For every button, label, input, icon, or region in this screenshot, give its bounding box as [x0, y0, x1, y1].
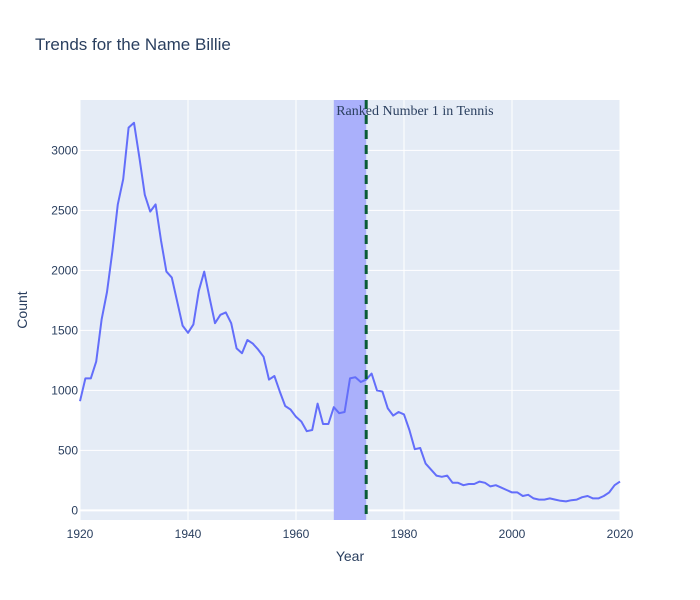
- y-axis-ticks: 0 500 1000 1500 2000 2500 3000: [51, 143, 78, 517]
- x-tick-1960: 1960: [283, 527, 310, 541]
- y-tick-3000: 3000: [51, 143, 78, 157]
- x-tick-2020: 2020: [607, 527, 634, 541]
- y-tick-2500: 2500: [51, 203, 78, 217]
- y-tick-2000: 2000: [51, 263, 78, 277]
- tennis-annotation: Ranked Number 1 in Tennis: [336, 104, 493, 119]
- x-tick-1980: 1980: [391, 527, 418, 541]
- highlight-band: [333, 100, 367, 520]
- chart-title: Trends for the Name Billie: [35, 35, 231, 54]
- x-axis-ticks: 1920 1940 1960 1980 2000 2020: [67, 527, 634, 541]
- y-tick-0: 0: [71, 503, 78, 517]
- x-tick-2000: 2000: [499, 527, 526, 541]
- x-tick-1940: 1940: [175, 527, 202, 541]
- x-axis-label: Year: [336, 548, 365, 564]
- y-tick-500: 500: [58, 443, 78, 457]
- y-tick-1500: 1500: [51, 323, 78, 337]
- x-tick-1920: 1920: [67, 527, 94, 541]
- y-tick-1000: 1000: [51, 383, 78, 397]
- series-line-billie: [79, 121, 621, 503]
- y-axis-label: Count: [14, 291, 30, 328]
